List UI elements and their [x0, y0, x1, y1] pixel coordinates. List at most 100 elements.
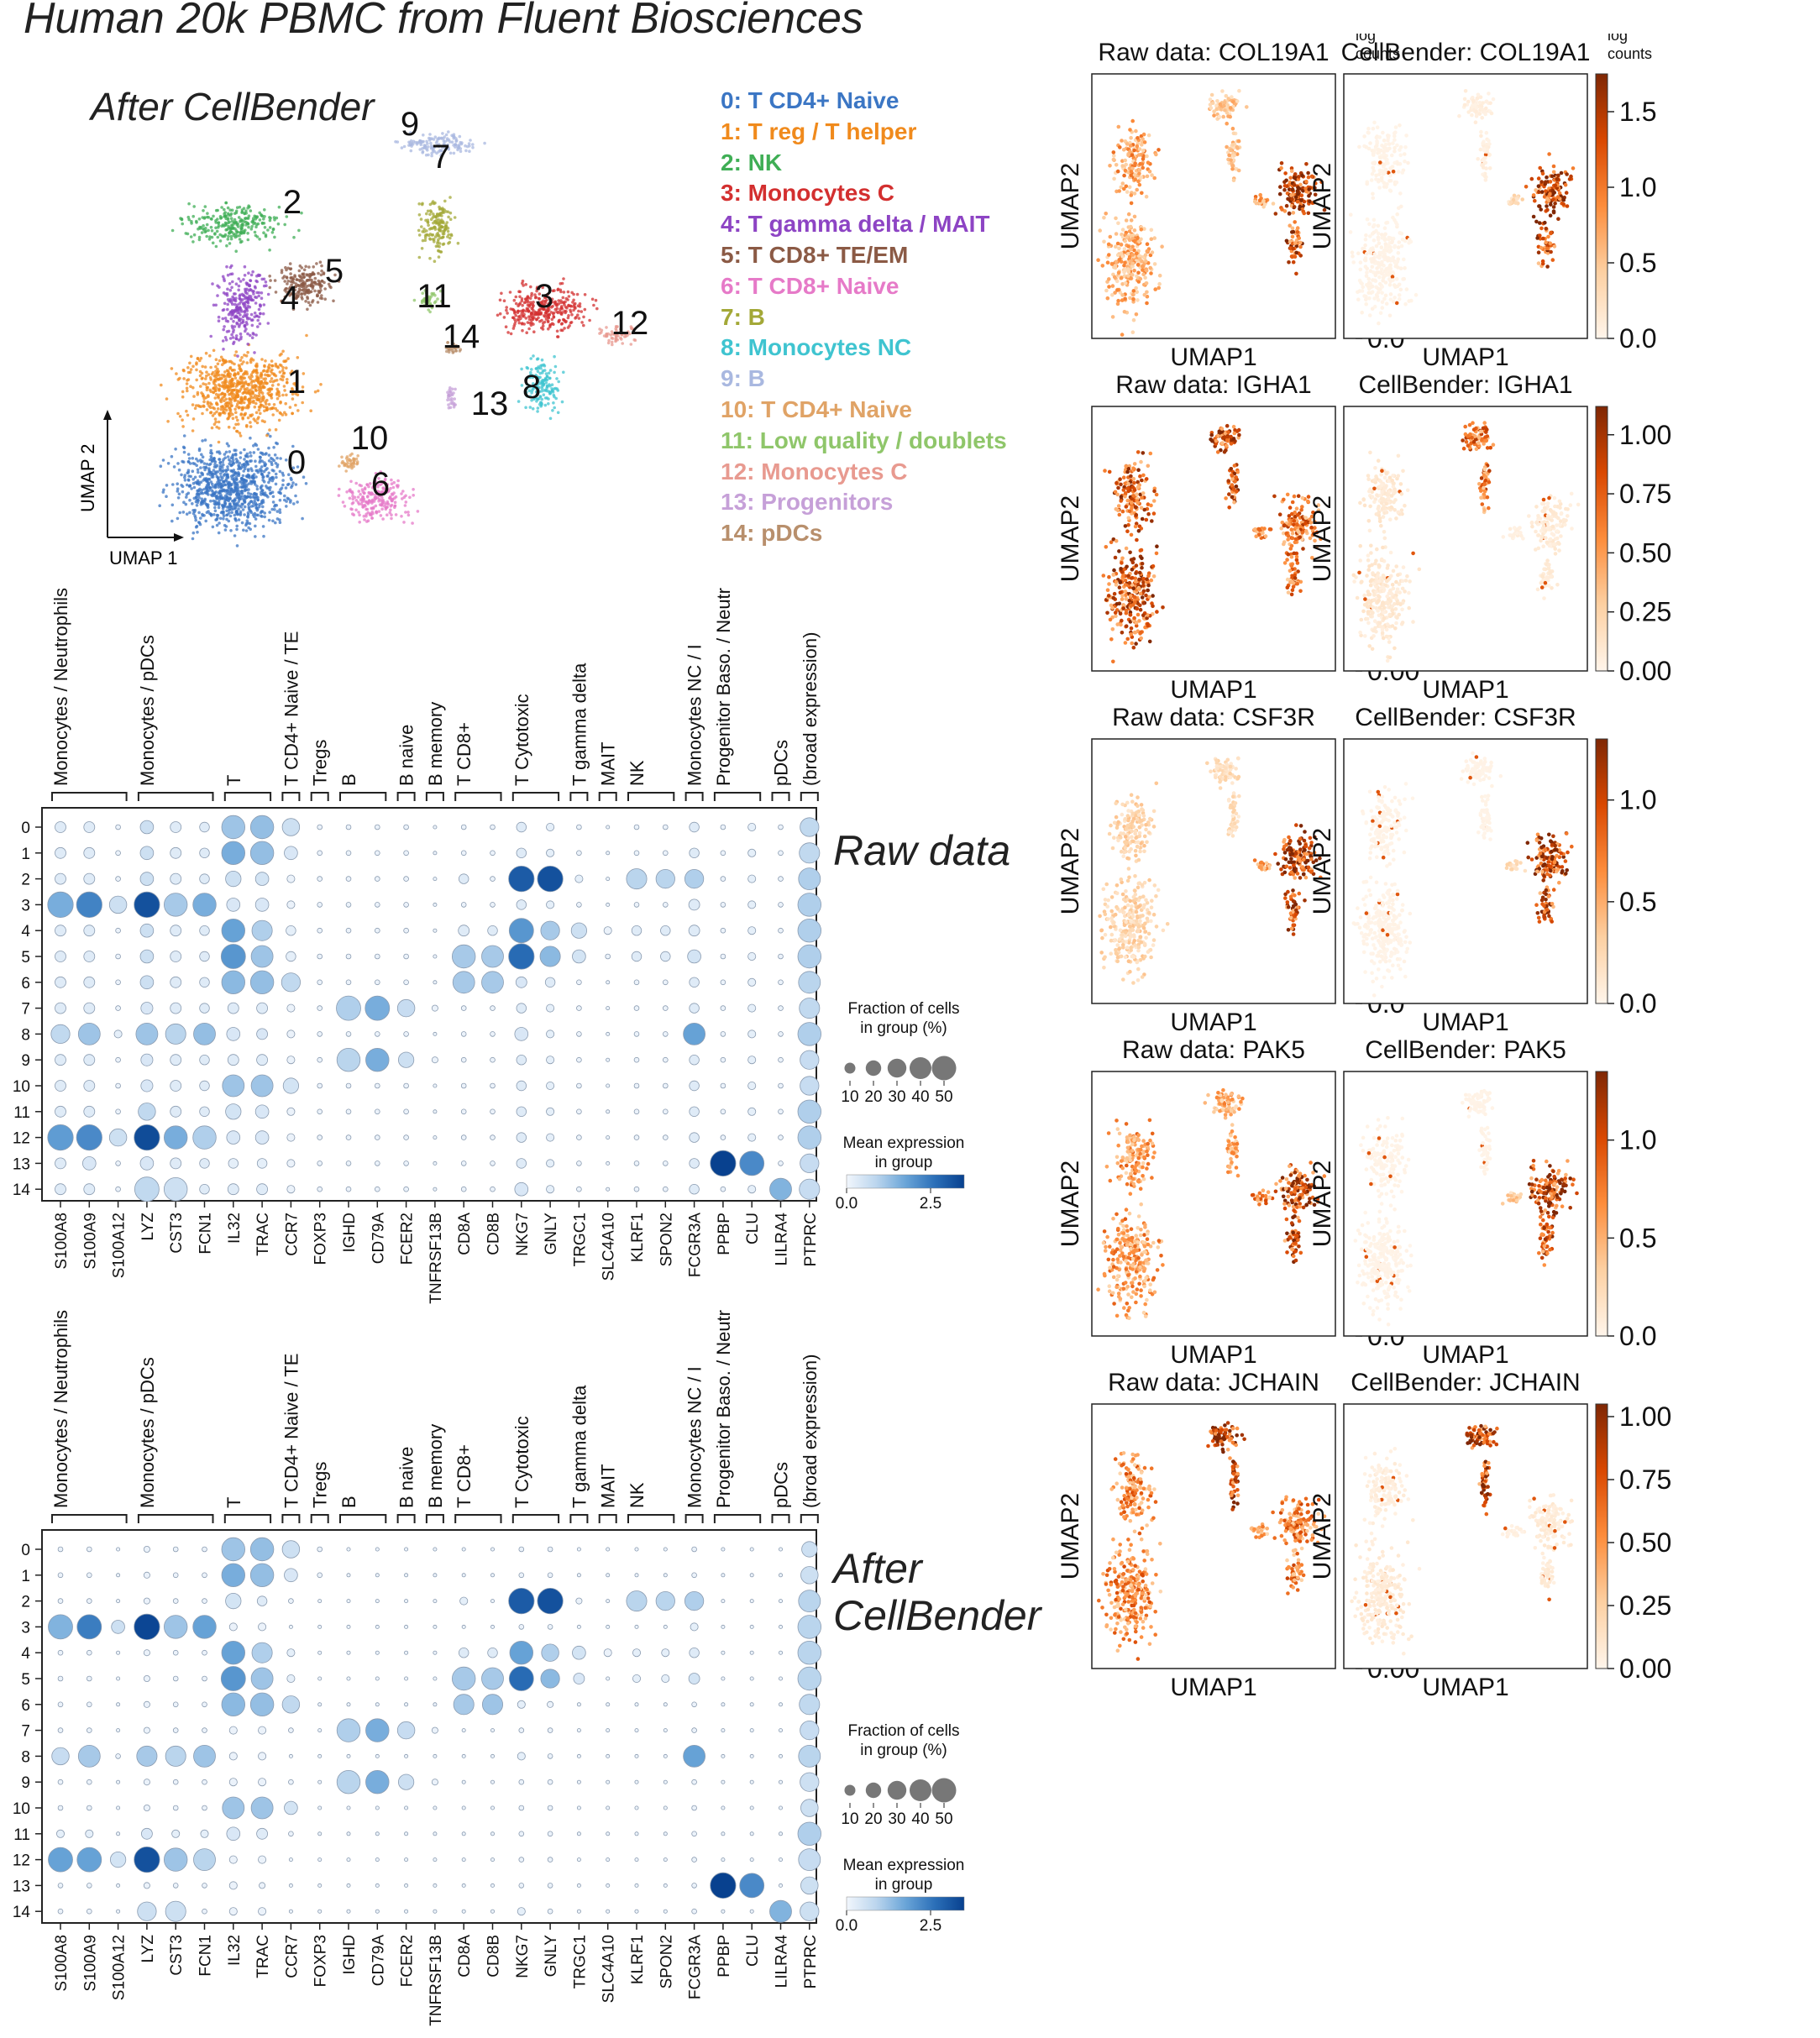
- umap-cell-cluster-0: [249, 436, 252, 440]
- dot-5-S100A12: [115, 953, 121, 960]
- umap-cell-cluster-0: [221, 460, 224, 464]
- umap-cell-cluster-3: [553, 302, 557, 306]
- umap-cell-cluster-4: [257, 294, 260, 298]
- umap-cell-cluster-1: [230, 391, 233, 395]
- dot-8-NKG7: [517, 1752, 526, 1761]
- dot-9-PTPRC: [800, 1772, 820, 1792]
- gene-group-label-5: B: [338, 1496, 359, 1508]
- gene-panel-cell: [1145, 242, 1150, 246]
- umap-cell-cluster-2: [209, 225, 213, 229]
- umap-cell-cluster-4: [258, 322, 262, 326]
- umap-cell-cluster-3: [569, 321, 574, 324]
- umap-cell-cluster-5: [333, 273, 337, 277]
- umap-cell-cluster-0: [250, 469, 254, 473]
- umap-cell-cluster-1: [199, 405, 203, 409]
- dot-1-FOXP3: [317, 1572, 323, 1579]
- umap-cell-cluster-0: [201, 514, 205, 517]
- umap-cell-cluster-9: [452, 151, 456, 155]
- umap-cell-cluster-0: [274, 461, 278, 465]
- dot-11-TNFRSF13B: [433, 1109, 438, 1114]
- umap-cell-cluster-1: [186, 389, 189, 393]
- umap-cell-cluster-5: [295, 278, 299, 281]
- dot-6-CST3: [170, 976, 182, 988]
- dot-0-TNFRSF13B: [433, 1547, 438, 1552]
- dot-6-FCGR3A: [691, 1701, 697, 1708]
- umap-cell-cluster-6: [362, 514, 366, 518]
- umap-cell-cluster-0: [271, 477, 275, 480]
- umap-cell-cluster-7: [430, 233, 434, 237]
- umap-cell-cluster-0: [263, 464, 266, 467]
- umap-cell-cluster-6: [350, 502, 354, 506]
- umap-cell-cluster-0: [191, 537, 195, 541]
- umap-cell-cluster-1: [246, 389, 250, 393]
- umap-cell-cluster-1: [218, 393, 221, 397]
- umap-cell-cluster-1: [234, 411, 238, 415]
- gene-panel-cell: [1128, 296, 1132, 301]
- dot-10-SPON2: [662, 1082, 669, 1089]
- umap-cell-cluster-6: [374, 504, 378, 508]
- umap-cell-cluster-6: [392, 480, 396, 485]
- umap-cell-cluster-0: [239, 490, 244, 493]
- umap-cell-cluster-4: [259, 305, 262, 308]
- dot-11-SPON2: [663, 1831, 668, 1836]
- dot-1-CST3: [172, 1572, 179, 1579]
- dot-2-GNLY: [537, 1587, 564, 1615]
- umap-cell-cluster-5: [318, 296, 323, 300]
- dot-12-CCR7: [288, 1857, 293, 1862]
- dot-5-TRAC: [250, 1667, 274, 1690]
- dot-4-IGHD: [345, 927, 352, 934]
- umap-cell-cluster-1: [208, 401, 212, 405]
- umap-cell-cluster-0: [281, 479, 285, 482]
- umap-cell-cluster-1: [202, 405, 206, 408]
- gene-panel-cell: [1119, 275, 1124, 280]
- umap-cell-cluster-11: [431, 293, 435, 296]
- umap-cell-cluster-0: [228, 459, 232, 464]
- umap-cluster-label-0: 0: [287, 444, 306, 481]
- umap-cluster-label-12: 12: [611, 305, 649, 342]
- umap-cell-cluster-8: [553, 386, 558, 390]
- dot-4-LILRA4: [778, 927, 784, 934]
- dot-4-CCR7: [286, 1648, 296, 1658]
- dot-5-IL32: [220, 944, 246, 969]
- umap-cell-cluster-5: [288, 293, 291, 297]
- umap-cell-cluster-8: [535, 384, 538, 387]
- gene-group-label-11: MAIT: [598, 1464, 619, 1508]
- dot-5-CCR7: [286, 951, 296, 962]
- umap-cell-cluster-2: [223, 212, 226, 216]
- dot-10-S100A8: [57, 1805, 64, 1811]
- umap-cell-cluster-7: [446, 229, 450, 233]
- umap-cell-cluster-0: [279, 491, 282, 495]
- umap-cell-cluster-0: [261, 499, 265, 502]
- dot-3-CLU: [747, 900, 757, 909]
- umap-cell-cluster-8: [557, 380, 560, 384]
- gene-group-bracket-2: [223, 792, 272, 801]
- dot-14-CD8B: [490, 1909, 496, 1914]
- umap-cell-cluster-1: [231, 417, 235, 421]
- dot-1-CCR7: [284, 846, 298, 861]
- umap-cell-cluster-0: [198, 474, 202, 479]
- umap-cell-cluster-9: [437, 143, 441, 146]
- umap-cell-cluster-4: [249, 296, 253, 301]
- umap-cell-cluster-2: [214, 219, 218, 223]
- umap-cell-cluster-6: [349, 490, 353, 494]
- dot-7-TNFRSF13B: [431, 1726, 438, 1734]
- dot-13-CCR7: [286, 1159, 296, 1168]
- umap-cell-cluster-6: [358, 513, 361, 517]
- umap-cell-cluster-1: [214, 358, 218, 362]
- umap-cell-cluster-3: [548, 296, 552, 301]
- umap-cell-cluster-5: [302, 272, 306, 275]
- gene-panel-cell: [1129, 247, 1133, 252]
- umap-cell-cluster-0: [241, 502, 244, 506]
- dot-10-PTPRC: [800, 1076, 820, 1096]
- umap-cell-cluster-4: [264, 280, 268, 284]
- umap-cell-cluster-12: [609, 333, 612, 337]
- dot-13-S100A12: [116, 1883, 121, 1888]
- umap-cell-cluster-0: [219, 474, 223, 479]
- dot-0-TRAC: [249, 1537, 275, 1562]
- dot-11-S100A8: [56, 1829, 66, 1838]
- dot-2-PTPRC: [798, 1590, 821, 1613]
- umap-cluster-label-2: 2: [283, 184, 302, 221]
- umap-cell-cluster-8: [526, 394, 529, 398]
- umap-cell-cluster-4: [236, 311, 239, 315]
- umap-cell-cluster-0: [193, 475, 197, 479]
